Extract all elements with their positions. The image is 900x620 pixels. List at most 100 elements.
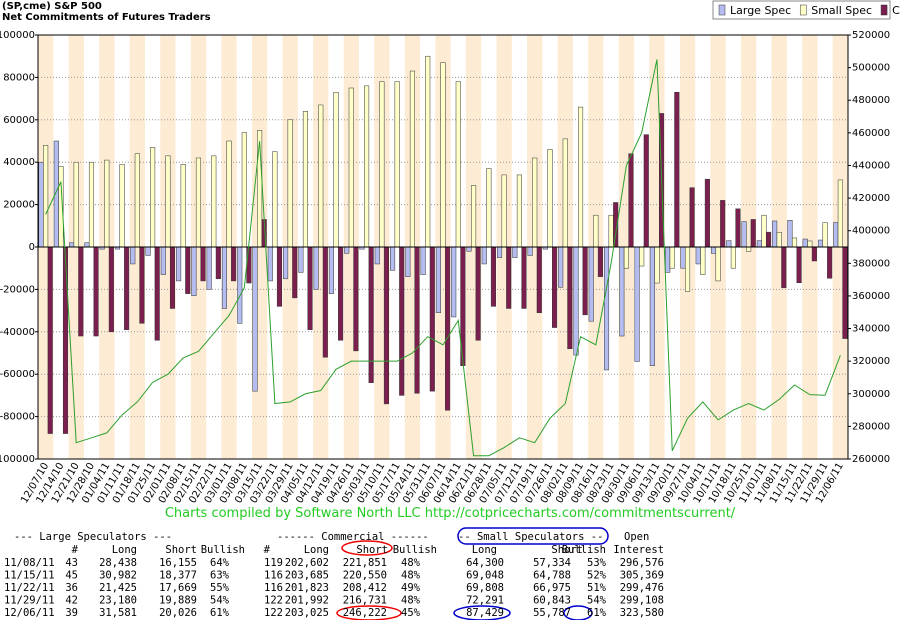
bar: [435, 246, 441, 313]
bar: [643, 134, 649, 248]
bar: [649, 246, 655, 366]
y2-tick-label: 500000: [852, 63, 890, 74]
bar: [246, 246, 252, 284]
bar: [399, 246, 405, 396]
bar: [119, 164, 125, 248]
bar: [623, 246, 629, 269]
table-column-header: Short: [165, 544, 197, 556]
bar: [710, 246, 717, 254]
bar: [807, 240, 813, 248]
bar: [191, 246, 197, 297]
table-group-header: --- Large Speculators ---: [14, 531, 172, 543]
table-cell: 116: [264, 582, 283, 594]
table-cell: 203,685: [285, 570, 329, 582]
table-column-header: Short: [356, 544, 388, 556]
bar: [287, 119, 293, 248]
legend-label: Large Spec: [730, 4, 791, 17]
bar: [307, 246, 313, 330]
bar: [73, 161, 79, 248]
bar: [608, 214, 614, 248]
table-cell: 17,669: [159, 582, 197, 594]
bar: [552, 246, 558, 328]
bar: [130, 246, 136, 265]
table-cell: 305,369: [620, 570, 664, 582]
bar: [654, 246, 660, 284]
bar: [165, 155, 171, 248]
bar: [497, 246, 503, 258]
bar: [558, 246, 564, 288]
bar: [802, 238, 808, 248]
bar: [573, 246, 579, 356]
bar: [506, 246, 512, 309]
bar: [567, 246, 573, 350]
table-column-header: Long: [472, 544, 497, 556]
bar: [726, 240, 732, 248]
bar: [139, 246, 145, 324]
bar: [735, 208, 741, 248]
bar: [338, 246, 344, 341]
y-tick-label: 40000: [3, 157, 35, 168]
y2-tick-label: 520000: [852, 30, 890, 41]
bar: [588, 246, 594, 322]
chart-subtitle: Net Commitments of Futures Traders: [2, 12, 211, 23]
bar: [817, 239, 824, 248]
legend-swatch: [718, 4, 726, 16]
bar: [562, 138, 568, 248]
legend-swatch: [799, 4, 807, 16]
bar: [195, 157, 202, 248]
table-cell: 23,180: [99, 595, 137, 607]
table-cell: 323,580: [620, 607, 664, 619]
bar: [38, 161, 44, 248]
legend-swatch: [880, 4, 888, 16]
highlight: [336, 605, 402, 620]
bar: [455, 81, 461, 248]
table-cell: 31,581: [99, 607, 137, 619]
bar: [680, 246, 686, 269]
bar: [634, 246, 640, 362]
legend-label: Commercial: [892, 4, 900, 17]
y2-tick-label: 420000: [852, 193, 890, 204]
bar: [501, 174, 507, 248]
bar: [639, 246, 645, 267]
table-cell: 51%: [587, 582, 607, 594]
bar: [276, 246, 283, 307]
bar: [368, 246, 374, 383]
table-cell: 122: [264, 595, 283, 607]
y2-tick-label: 400000: [852, 226, 890, 237]
bar: [364, 85, 370, 248]
table-cell: 36: [65, 582, 78, 594]
bar: [756, 240, 762, 248]
y2-tick-label: 280000: [852, 421, 890, 432]
bar: [78, 246, 84, 337]
table-column-header: Interest: [613, 544, 664, 556]
table-cell: 221,851: [343, 557, 387, 569]
y-tick-label: -20000: [0, 284, 35, 295]
table-cell: 11/15/11: [4, 570, 55, 582]
plot-border: [37, 34, 849, 460]
y2-tick-label: 340000: [852, 324, 890, 335]
footer-annotation: Charts compiled by Software North LLC ht…: [165, 506, 736, 521]
chart-title: (SP,cme) S&P 500: [2, 1, 102, 12]
table-cell: 201,823: [285, 582, 329, 594]
bar: [93, 246, 99, 337]
table-cell: 30,982: [99, 570, 137, 582]
bar: [578, 106, 584, 248]
bar: [451, 246, 457, 318]
bar: [379, 81, 385, 248]
y-tick-label: 0: [29, 242, 35, 253]
table-cell: 299,476: [620, 582, 664, 594]
bar: [796, 246, 802, 284]
bar: [536, 246, 542, 313]
bar: [134, 153, 140, 248]
bar: [104, 159, 110, 248]
table-cell: 64,788: [533, 570, 571, 582]
table-cell: 52%: [587, 570, 607, 582]
table-cell: 16,155: [159, 557, 197, 569]
y2-tick-label: 480000: [852, 95, 890, 106]
bar: [619, 246, 625, 337]
table-cell: 202,602: [285, 557, 329, 569]
y-tick-label: -40000: [0, 327, 35, 338]
bar: [241, 132, 247, 248]
bar: [69, 242, 75, 248]
